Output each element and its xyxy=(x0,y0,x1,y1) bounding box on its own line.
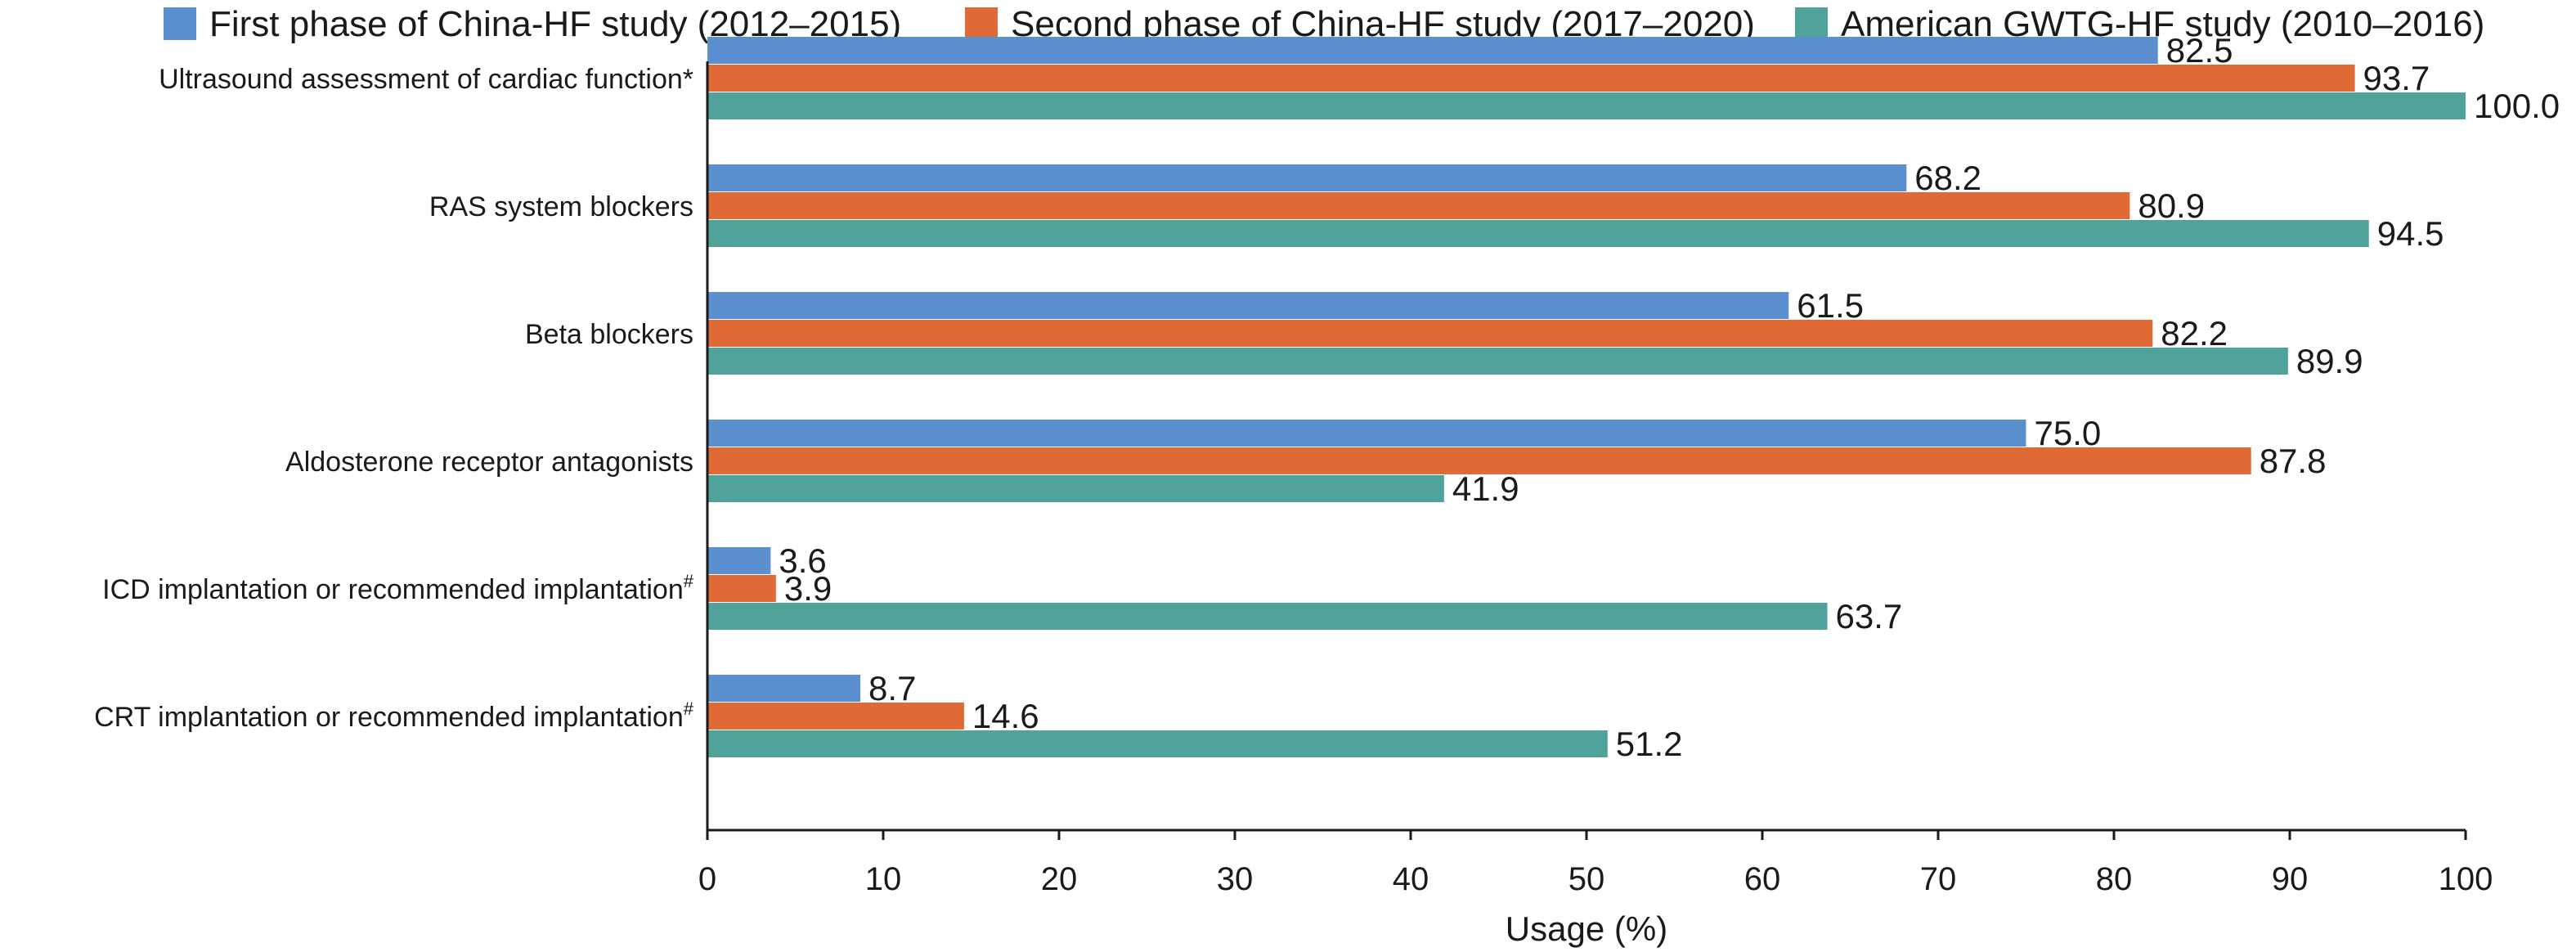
data-label: 3.9 xyxy=(784,569,832,608)
x-tick-label: 0 xyxy=(698,861,716,897)
bar xyxy=(707,320,2153,347)
legend-item-3: American GWTG-HF study (2010–2016) xyxy=(1795,4,2484,44)
data-label: 68.2 xyxy=(1914,159,1981,197)
bar-group-icd-implantation-or-recommended-implantation: 3.63.9 63.7 xyxy=(707,541,1902,635)
bar xyxy=(707,730,1608,757)
category-label: CRT implantation or recommended implanta… xyxy=(94,698,694,733)
plot-area: 82.5 93.7 100.0 68.2 80.9 94.5 61.5 82.2 89.9 75.… xyxy=(707,31,2560,763)
bar xyxy=(707,547,771,574)
bar-group-aldosterone-receptor-antagonists: 75.0 87.8 41.9 xyxy=(707,414,2326,508)
bar xyxy=(707,192,2130,219)
bar xyxy=(707,703,964,730)
bar xyxy=(707,420,2026,447)
legend-swatch xyxy=(965,7,998,40)
x-tick-label: 20 xyxy=(1041,861,1078,897)
data-label: 100.0 xyxy=(2474,87,2560,125)
category-label: ICD implantation or recommended implanta… xyxy=(102,571,694,605)
bar xyxy=(707,447,2251,474)
bar xyxy=(707,92,2466,119)
bar xyxy=(707,292,1789,319)
bar-group-ras-system-blockers: 68.2 80.9 94.5 xyxy=(707,159,2444,253)
data-label: 61.5 xyxy=(1797,286,1864,325)
data-label: 94.5 xyxy=(2377,214,2444,253)
bar xyxy=(707,575,776,602)
x-tick-label: 10 xyxy=(865,861,902,897)
data-label: 80.9 xyxy=(2138,186,2205,225)
data-label: 63.7 xyxy=(1836,597,1903,635)
x-axis: 0 10 20 30 40 50 60 70 80 90 100 xyxy=(698,829,2493,897)
bar xyxy=(707,220,2369,247)
bar-group-ultrasound-assessment-of-cardiac-function: 82.5 93.7 100.0 xyxy=(707,31,2560,125)
x-axis-title: Usage (%) xyxy=(1506,909,1667,948)
data-label: 87.8 xyxy=(2260,442,2327,480)
x-tick-label: 60 xyxy=(1744,861,1781,897)
x-tick-label: 70 xyxy=(1920,861,1957,897)
data-label: 51.2 xyxy=(1616,725,1683,763)
category-label: RAS system blockers xyxy=(429,191,693,222)
data-label: 14.6 xyxy=(972,697,1039,735)
bar xyxy=(707,475,1444,502)
bar xyxy=(707,37,2158,64)
y-axis: Ultrasound assessment of cardiac functio… xyxy=(94,61,709,830)
category-label: Aldosterone receptor antagonists xyxy=(285,447,693,478)
x-tick-label: 90 xyxy=(2272,861,2309,897)
bar xyxy=(707,348,2288,375)
x-tick-label: 100 xyxy=(2439,861,2493,897)
data-label: 82.5 xyxy=(2166,31,2233,70)
data-label: 8.7 xyxy=(868,669,916,707)
x-tick-label: 80 xyxy=(2096,861,2133,897)
bar xyxy=(707,603,1828,630)
bar-group-beta-blockers: 61.5 82.2 89.9 xyxy=(707,286,2363,380)
legend-swatch xyxy=(1795,7,1828,40)
x-tick-label: 50 xyxy=(1568,861,1605,897)
category-label: Ultrasound assessment of cardiac functio… xyxy=(159,64,693,95)
bar xyxy=(707,65,2355,92)
x-tick-label: 40 xyxy=(1393,861,1429,897)
legend-swatch xyxy=(164,7,196,40)
data-label: 75.0 xyxy=(2035,414,2102,452)
data-label: 93.7 xyxy=(2363,59,2430,97)
bar xyxy=(707,675,861,702)
category-label: Beta blockers xyxy=(525,319,693,350)
data-label: 82.2 xyxy=(2161,314,2228,353)
x-tick-label: 30 xyxy=(1217,861,1254,897)
data-label: 41.9 xyxy=(1452,469,1519,508)
bar xyxy=(707,164,1907,191)
data-label: 3.6 xyxy=(779,541,826,580)
bar-group-crt-implantation-or-recommended-implantation: 8.7 14.6 51.2 xyxy=(707,669,1683,763)
data-label: 89.9 xyxy=(2296,342,2363,380)
